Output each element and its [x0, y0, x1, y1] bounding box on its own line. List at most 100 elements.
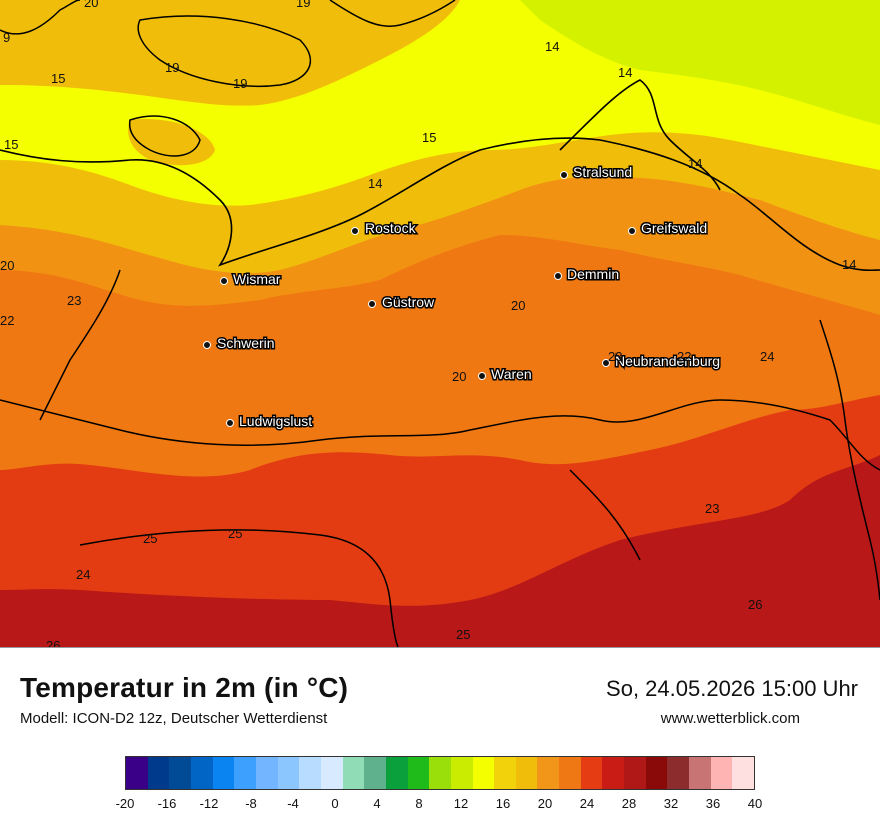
contour-label: 25	[456, 627, 470, 642]
color-swatch	[255, 757, 278, 789]
color-swatch	[732, 757, 755, 789]
color-swatch	[299, 757, 321, 789]
city-demmin: Demmin	[554, 265, 621, 284]
color-swatch	[645, 757, 668, 789]
color-scale	[125, 756, 755, 790]
city-guestrow: Güstrow	[368, 293, 437, 312]
island-lolland	[137, 15, 311, 88]
color-swatch	[494, 757, 516, 789]
scale-tick-label: 12	[453, 796, 469, 811]
color-swatch	[559, 757, 581, 789]
contour-label: 20	[84, 0, 98, 10]
contour-label: 9	[3, 30, 10, 45]
color-swatch	[515, 757, 538, 789]
scale-tick-label: 32	[663, 796, 679, 811]
color-swatch	[234, 757, 256, 789]
contour-label: 15	[4, 137, 18, 152]
scale-tick-label: 24	[579, 796, 595, 811]
color-swatch	[126, 757, 148, 789]
scale-tick-label: 4	[373, 796, 381, 811]
svg-text:Demmin: Demmin	[567, 266, 619, 282]
city-markers: Stralsund Rostock Greifswald Wismar Demm…	[203, 163, 722, 431]
city-schwerin: Schwerin	[203, 334, 276, 353]
svg-text:Wismar: Wismar	[233, 271, 281, 287]
color-swatch	[710, 757, 733, 789]
color-swatch	[385, 757, 408, 789]
contour-label: 15	[51, 71, 65, 86]
contour-label: 24	[760, 349, 774, 364]
state-border-se	[569, 469, 641, 561]
color-swatch	[277, 757, 300, 789]
model-info: Modell: ICON-D2 12z, Deutscher Wetterdie…	[20, 710, 328, 727]
color-swatch	[580, 757, 603, 789]
scale-tick-label: 40	[747, 796, 763, 811]
contour-label: 19	[296, 0, 310, 10]
scale-tick-label: 8	[415, 796, 423, 811]
scale-tick-label: 36	[705, 796, 721, 811]
coast-nw	[0, 0, 81, 35]
svg-text:Neubrandenburg: Neubrandenburg	[615, 353, 720, 369]
coastline	[0, 137, 880, 272]
color-swatch	[667, 757, 690, 789]
band-18-nw	[0, 0, 460, 106]
contour-label: 23	[67, 293, 81, 308]
scale-tick-label: 20	[537, 796, 553, 811]
contour-label: 22	[0, 313, 14, 328]
contour-label: 20	[511, 298, 525, 313]
city-greifswald: Greifswald	[628, 219, 709, 238]
svg-text:Ludwigslust: Ludwigslust	[239, 413, 312, 429]
state-border-west	[39, 269, 121, 421]
contour-label: 24	[76, 567, 90, 582]
scale-tick-label: -4	[287, 796, 299, 811]
scale-tick-label: 16	[495, 796, 511, 811]
contour-label: 25	[143, 531, 157, 546]
scale-tick-label: -16	[157, 796, 177, 811]
color-swatch	[689, 757, 711, 789]
contour-label: 23	[705, 501, 719, 516]
color-swatch	[342, 757, 365, 789]
svg-text:Waren: Waren	[491, 366, 532, 382]
svg-text:Schwerin: Schwerin	[217, 335, 275, 351]
scale-tick-label: -8	[245, 796, 257, 811]
island-fehmarn	[128, 115, 201, 157]
map-canvas: Stralsund Rostock Greifswald Wismar Demm…	[0, 0, 880, 647]
temperature-map: Stralsund Rostock Greifswald Wismar Demm…	[0, 0, 880, 648]
city-stralsund: Stralsund	[560, 163, 634, 182]
color-swatch	[364, 757, 386, 789]
color-swatch	[429, 757, 451, 789]
contour-label: 14	[545, 39, 559, 54]
contour-label: 20	[452, 369, 466, 384]
contour-label: 23	[608, 349, 622, 364]
state-border-south	[0, 399, 880, 471]
contour-label: 14	[368, 176, 382, 191]
contour-label: 15	[422, 130, 436, 145]
contour-label: 25	[228, 526, 242, 541]
city-rostock: Rostock	[351, 219, 418, 238]
contour-label: 26	[748, 597, 762, 612]
contour-label: 14	[618, 65, 632, 80]
color-swatch	[472, 757, 495, 789]
color-swatch	[537, 757, 560, 789]
color-swatch	[450, 757, 473, 789]
map-footer: Temperatur in 2m (in °C) Modell: ICON-D2…	[0, 648, 880, 830]
color-scale-ticks: -20 -16 -12 -8 -4 0 4 8 12 16 20 24 28 32 36 40	[0, 796, 880, 816]
color-swatch	[407, 757, 430, 789]
scale-tick-label: -20	[115, 796, 135, 811]
svg-text:Stralsund: Stralsund	[573, 164, 632, 180]
svg-text:Greifswald: Greifswald	[641, 220, 707, 236]
contour-label: 19	[165, 60, 179, 75]
national-border-poland	[819, 319, 880, 601]
state-border-sw	[79, 529, 399, 647]
color-swatch	[602, 757, 625, 789]
forecast-datetime: So, 24.05.2026 15:00 Uhr	[606, 676, 858, 701]
contour-label: 20	[0, 258, 14, 273]
island-ruegen	[559, 79, 721, 191]
svg-text:Rostock: Rostock	[365, 220, 417, 236]
color-swatch	[190, 757, 213, 789]
color-swatch	[624, 757, 646, 789]
color-swatch	[147, 757, 170, 789]
city-ludwigslust: Ludwigslust	[226, 412, 314, 431]
svg-text:Güstrow: Güstrow	[382, 294, 435, 310]
contour-label: 14	[688, 156, 702, 171]
site-url: www.wetterblick.com	[660, 710, 800, 727]
